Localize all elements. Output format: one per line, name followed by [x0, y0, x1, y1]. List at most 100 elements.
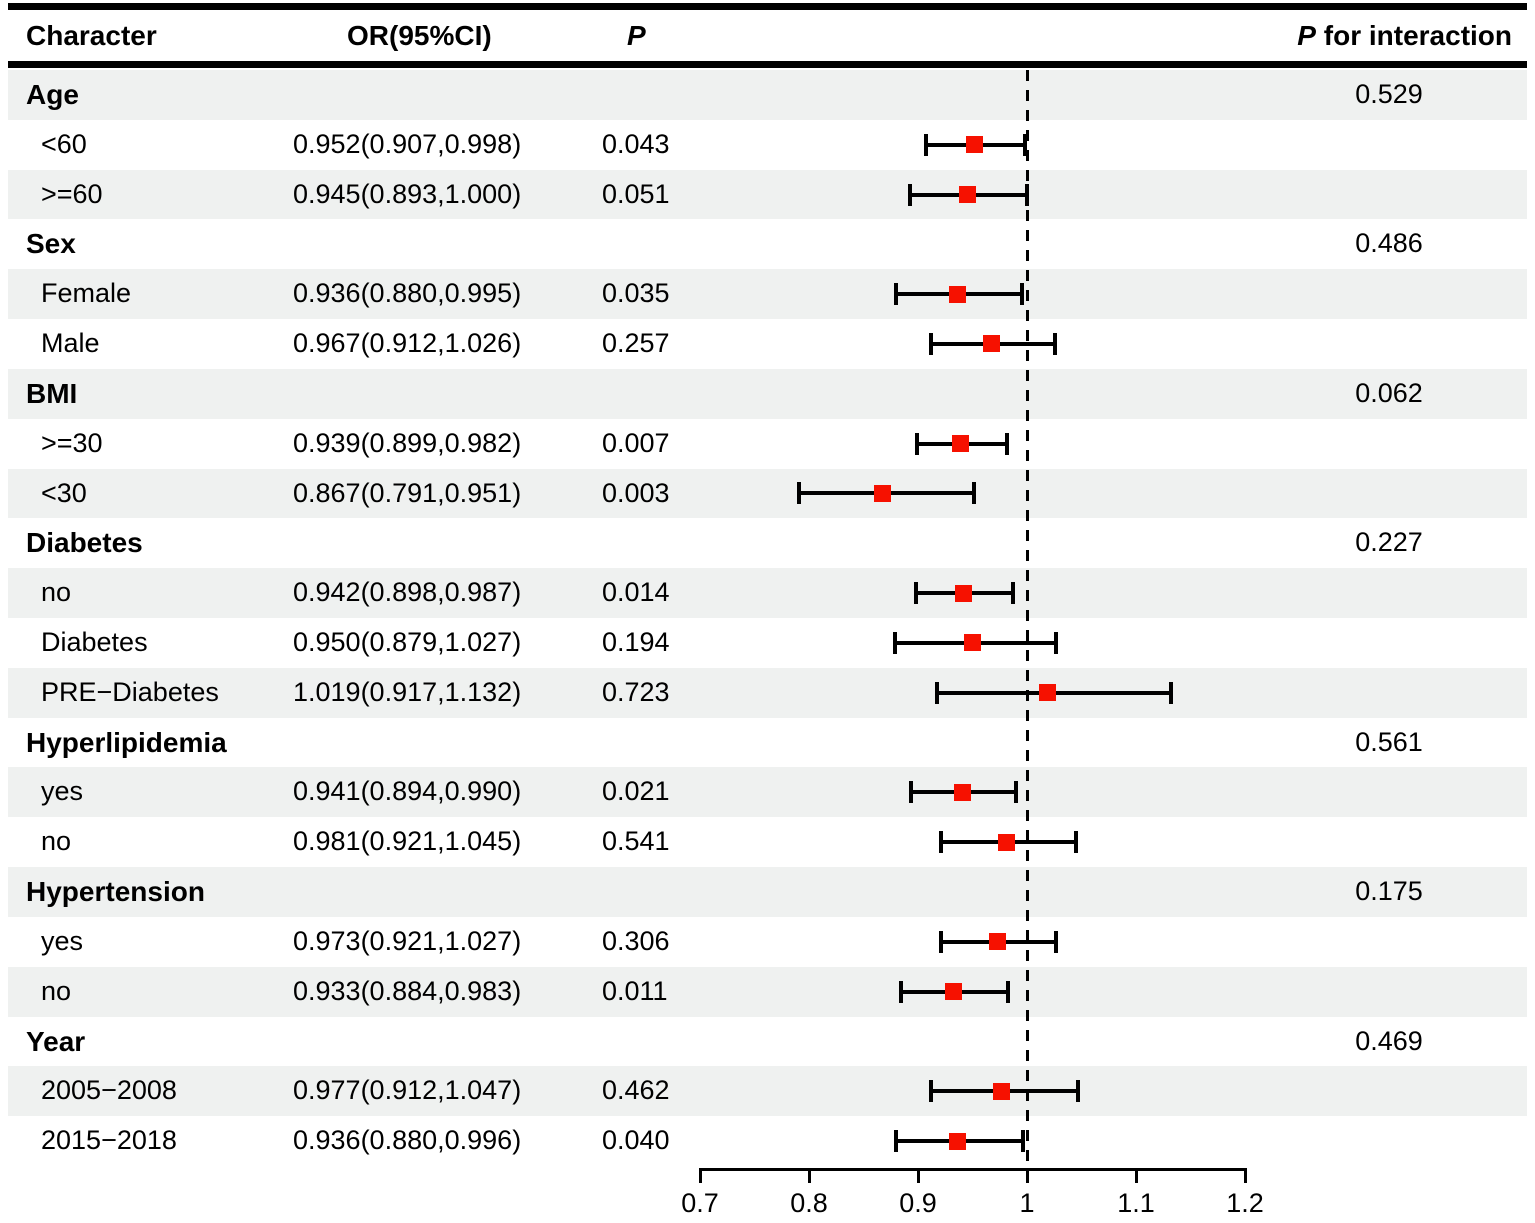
ci-cap-right: [1054, 930, 1059, 953]
axis-tick: [1134, 1168, 1138, 1183]
row-p-interaction-value: 0.529: [1355, 79, 1423, 109]
table-row: Female 0.936(0.880,0.995) 0.035: [0, 269, 1535, 320]
table-row: yes 0.973(0.921,1.027) 0.306: [0, 917, 1535, 967]
row-band: [8, 319, 1527, 369]
row-or-ci-value: 1.019(0.917,1.132): [293, 676, 522, 707]
row-label: Year: [26, 1025, 86, 1057]
row-p-value: 0.040: [602, 1125, 670, 1156]
column-header-p-for-interaction: P for interaction: [1297, 20, 1512, 51]
ci-cap-left: [934, 681, 939, 704]
ci-cap-right: [1076, 1080, 1081, 1103]
row-band: [8, 767, 1527, 818]
table-row: 2015−2018 0.936(0.880,0.996) 0.040: [0, 1116, 1535, 1166]
point-estimate-marker: [993, 1082, 1011, 1100]
row-label: PRE−Diabetes: [41, 676, 219, 707]
row-p-value: 0.306: [602, 925, 670, 956]
row-band: [8, 169, 1527, 220]
row-or-ci-value: 0.973(0.921,1.027): [293, 925, 522, 956]
row-label: Hypertension: [26, 876, 205, 908]
row-p-value: 0.723: [602, 676, 670, 707]
point-estimate-marker: [1039, 684, 1057, 702]
row-label: Hyperlipidemia: [26, 726, 227, 758]
ci-cap-left: [909, 781, 914, 804]
row-or-ci-value: 0.952(0.907,0.998): [293, 128, 522, 159]
axis-tick-label: 0.9: [899, 1188, 937, 1218]
row-label: >=60: [41, 178, 103, 209]
row-p-value: 0.043: [602, 128, 670, 159]
table-row: Age 0.529: [0, 70, 1535, 120]
table-row: 2005−2008 0.977(0.912,1.047) 0.462: [0, 1066, 1535, 1117]
row-label: Female: [41, 278, 132, 309]
row-or-ci-value: 0.977(0.912,1.047): [293, 1075, 522, 1106]
row-p-value: 0.541: [602, 826, 670, 857]
ci-cap-left: [923, 133, 928, 156]
row-or-ci-value: 0.942(0.898,0.987): [293, 577, 522, 608]
axis-tick: [698, 1168, 702, 1183]
point-estimate-marker: [964, 634, 981, 652]
axis-tick: [1243, 1168, 1247, 1183]
row-or-ci-value: 0.933(0.884,0.983): [293, 975, 522, 1006]
table-row: Diabetes 0.227: [0, 518, 1535, 568]
ci-cap-right: [1005, 432, 1010, 455]
row-p-value: 0.011: [602, 975, 668, 1006]
ci-cap-right: [1074, 831, 1079, 854]
row-band: [8, 1066, 1527, 1117]
ci-cap-right: [1054, 631, 1059, 654]
row-or-ci-value: 0.867(0.791,0.951): [293, 477, 522, 508]
row-label: <60: [41, 128, 87, 159]
row-label: yes: [41, 776, 84, 807]
column-header-p: P: [627, 20, 646, 51]
axis-tick-label: 1.2: [1226, 1188, 1264, 1218]
row-p-value: 0.007: [602, 427, 670, 458]
ci-cap-left: [938, 930, 943, 953]
ci-cap-left: [914, 432, 919, 455]
axis-tick-label: 0.8: [790, 1188, 828, 1218]
ci-cap-left: [913, 582, 918, 605]
table-row: no 0.933(0.884,0.983) 0.011: [0, 966, 1535, 1017]
row-p-value: 0.021: [602, 776, 670, 807]
ci-cap-left: [898, 980, 903, 1003]
row-p-value: 0.014: [602, 577, 670, 608]
table-row: Hyperlipidemia 0.561: [0, 718, 1535, 768]
table-row: Hypertension 0.175: [0, 867, 1535, 917]
ci-cap-right: [1019, 283, 1024, 306]
row-band: [8, 667, 1527, 718]
row-p-interaction-value: 0.486: [1355, 228, 1423, 259]
row-band: [8, 568, 1527, 618]
ci-cap-right: [1053, 332, 1058, 355]
point-estimate-marker: [997, 833, 1015, 851]
row-band: [8, 1116, 1527, 1166]
header-rule: [8, 61, 1527, 68]
column-header-character: Character: [26, 20, 157, 51]
axis-tick-label: 0.7: [681, 1188, 719, 1218]
point-estimate-marker: [873, 484, 891, 502]
row-band: [8, 917, 1527, 967]
table-row: <30 0.867(0.791,0.951) 0.003: [0, 468, 1535, 519]
row-label: Sex: [26, 228, 76, 260]
axis-tick-label: 1.1: [1117, 1188, 1155, 1218]
row-label: yes: [41, 925, 84, 956]
row-band: [8, 269, 1527, 320]
ci-cap-right: [1006, 980, 1011, 1003]
ci-cap-left: [929, 1080, 934, 1103]
row-p-interaction-value: 0.561: [1355, 726, 1423, 757]
ci-cap-left: [797, 482, 802, 505]
row-p-value: 0.051: [602, 178, 670, 209]
ci-cap-left: [938, 831, 943, 854]
row-or-ci-value: 0.981(0.921,1.045): [293, 826, 522, 857]
row-p-value: 0.194: [602, 627, 670, 657]
row-label: Age: [26, 79, 79, 110]
ci-cap-left: [894, 1130, 899, 1153]
ci-cap-right: [1168, 681, 1173, 704]
ci-cap-right: [1010, 582, 1015, 605]
ci-cap-left: [929, 332, 934, 355]
point-estimate-marker: [982, 335, 1000, 353]
row-p-interaction-value: 0.469: [1355, 1025, 1423, 1056]
row-or-ci-value: 0.945(0.893,1.000): [293, 178, 522, 209]
row-label: <30: [41, 477, 87, 508]
point-estimate-marker: [948, 1132, 966, 1150]
x-axis-line: [700, 1168, 1245, 1171]
row-band: [8, 368, 1527, 419]
row-band: [8, 817, 1527, 867]
table-row: <60 0.952(0.907,0.998) 0.043: [0, 120, 1535, 170]
